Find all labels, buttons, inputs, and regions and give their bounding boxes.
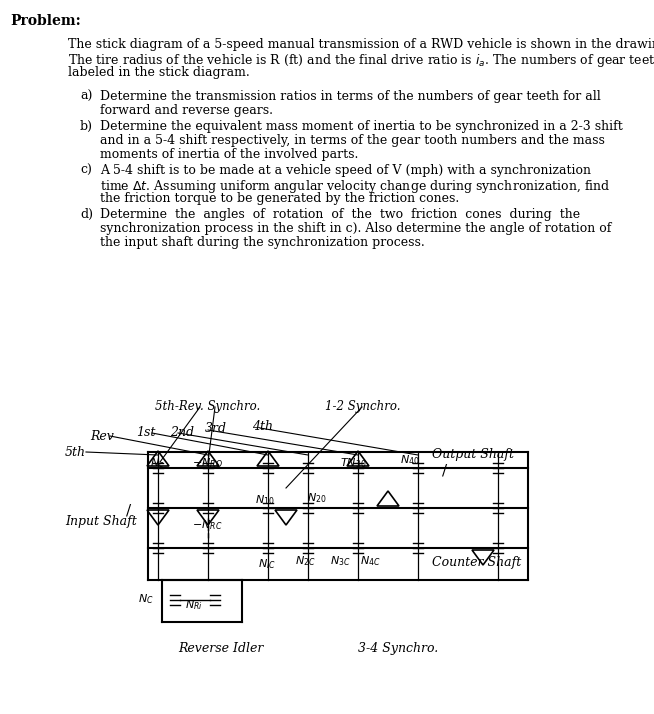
Text: time $\Delta t$. Assuming uniform angular velocity change during synchronization: time $\Delta t$. Assuming uniform angula… (100, 178, 611, 195)
Text: The tire radius of the vehicle is R (ft) and the final drive ratio is $i_a$. The: The tire radius of the vehicle is R (ft)… (68, 52, 654, 69)
Text: /: / (442, 463, 447, 477)
Text: /: / (126, 504, 131, 518)
Text: $N_{IC}$: $N_{IC}$ (258, 557, 276, 570)
Text: forward and reverse gears.: forward and reverse gears. (100, 104, 273, 117)
Polygon shape (197, 510, 219, 525)
Text: c): c) (80, 164, 92, 177)
Polygon shape (347, 451, 369, 466)
Polygon shape (377, 491, 399, 506)
Text: Input Shaft: Input Shaft (65, 515, 137, 528)
Text: $N_{4C}$: $N_{4C}$ (360, 554, 381, 568)
Text: 1-2 Synchro.: 1-2 Synchro. (325, 400, 400, 413)
Text: synchronization process in the shift in c). Also determine the angle of rotation: synchronization process in the shift in … (100, 222, 611, 235)
Text: b): b) (80, 120, 93, 133)
Text: Problem:: Problem: (10, 14, 80, 28)
Text: $N_C$: $N_C$ (138, 592, 154, 605)
Text: $N_{Ri}$: $N_{Ri}$ (185, 598, 203, 612)
Text: 3-4 Synchro.: 3-4 Synchro. (358, 642, 438, 655)
Text: A 5-4 shift is to be made at a vehicle speed of V (mph) with a synchronization: A 5-4 shift is to be made at a vehicle s… (100, 164, 591, 177)
Polygon shape (147, 510, 169, 525)
Text: The stick diagram of a 5-speed manual transmission of a RWD vehicle is shown in : The stick diagram of a 5-speed manual tr… (68, 38, 654, 51)
Text: 2nd: 2nd (170, 426, 194, 439)
Text: $TN_{30}$: $TN_{30}$ (340, 456, 366, 470)
Polygon shape (472, 550, 494, 565)
Text: Determine the transmission ratios in terms of the numbers of gear teeth for all: Determine the transmission ratios in ter… (100, 90, 601, 103)
Text: $-N_{RC}$: $-N_{RC}$ (192, 518, 222, 532)
Text: labeled in the stick diagram.: labeled in the stick diagram. (68, 66, 250, 79)
Text: $N_{40}$: $N_{40}$ (400, 453, 420, 467)
Text: 5th: 5th (65, 446, 86, 459)
Text: the input shaft during the synchronization process.: the input shaft during the synchronizati… (100, 236, 424, 249)
Polygon shape (197, 451, 219, 466)
Text: and in a 5-4 shift respectively, in terms of the gear tooth numbers and the mass: and in a 5-4 shift respectively, in term… (100, 134, 605, 147)
Text: moments of inertia of the involved parts.: moments of inertia of the involved parts… (100, 148, 358, 161)
Text: Reverse Idler: Reverse Idler (178, 642, 264, 655)
Text: Determine  the  angles  of  rotation  of  the  two  friction  cones  during  the: Determine the angles of rotation of the … (100, 208, 580, 221)
Text: Counter Shaft: Counter Shaft (432, 556, 521, 569)
Polygon shape (147, 451, 169, 466)
Text: $N_{3C}$: $N_{3C}$ (330, 554, 351, 568)
Text: a): a) (80, 90, 92, 103)
Text: 5th-Rev. Synchro.: 5th-Rev. Synchro. (155, 400, 260, 413)
Text: 3rd: 3rd (205, 422, 227, 435)
Text: 4th: 4th (252, 420, 273, 433)
Polygon shape (257, 451, 279, 466)
Text: d): d) (80, 208, 93, 221)
Text: $N_c$: $N_c$ (150, 456, 164, 470)
Text: the friction torque to be generated by the friction cones.: the friction torque to be generated by t… (100, 192, 459, 205)
Text: $-N_{RO}$: $-N_{RO}$ (192, 456, 223, 470)
Text: $N_{10}$: $N_{10}$ (255, 493, 275, 507)
Text: Determine the equivalent mass moment of inertia to be synchronized in a 2-3 shif: Determine the equivalent mass moment of … (100, 120, 623, 133)
Text: $N_{20}$: $N_{20}$ (307, 491, 326, 505)
Polygon shape (275, 510, 297, 525)
Text: Rev: Rev (90, 430, 114, 443)
Text: $N_{2C}$: $N_{2C}$ (295, 554, 316, 568)
Text: Output Shaft: Output Shaft (432, 448, 514, 461)
Text: 1st: 1st (136, 426, 156, 439)
